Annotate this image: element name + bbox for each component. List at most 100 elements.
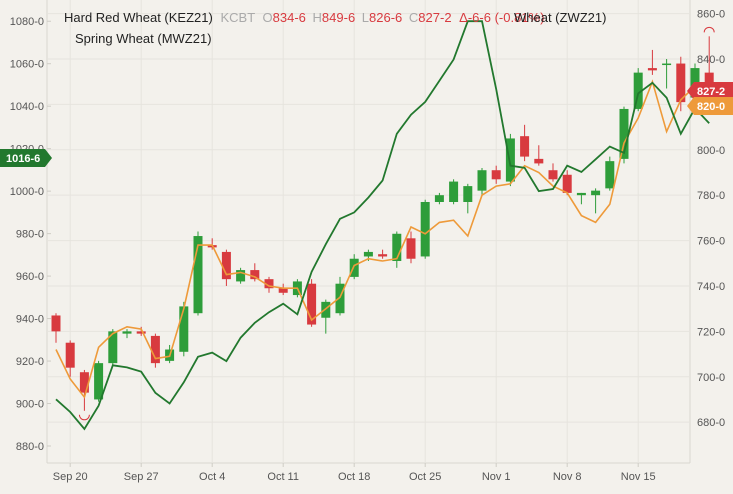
candle-body [250,270,260,280]
kez21-candle [392,231,402,268]
kez21-candle [662,59,672,89]
candle-body [335,283,345,314]
left-tick-label: 1060-0 [10,59,44,71]
legend-h-value: 849-6 [322,10,355,25]
candle-body [647,68,657,71]
kez21-candle [449,179,459,205]
left-axis: 880-0900-0920-0940-0960-0980-01000-01020… [10,16,51,453]
zwz21-line [55,79,710,399]
kez21-candle [207,238,217,250]
kez21-candle [278,283,288,296]
right-tick-label: 860-0 [697,9,725,21]
candle-body [420,201,430,257]
x-tick-label: Sep 20 [53,471,88,483]
candle-body [349,258,359,277]
candle-body [562,174,572,193]
kez21-candle [704,36,714,89]
x-axis: Sep 20 Sep 27 Oct 4 Oct 11 Oct 18 Oct 25 Nov 1… [53,463,656,483]
legend-series3-name: Spring Wheat (MWZ21) [75,31,212,46]
candle-body [619,108,629,159]
candle-body [51,315,61,332]
candle-body [662,63,672,66]
kez21-candle [548,163,558,182]
candle-body [434,195,444,202]
candle-body [463,186,473,202]
candle-body [307,283,317,325]
kez21-candle [647,49,657,75]
kez21-candle [676,56,686,112]
legend-h-label: H [313,10,322,25]
mwz21-line [55,20,710,431]
legend-l-label: L [362,10,369,25]
right-tick-label: 760-0 [697,236,725,248]
kez21-candle [65,340,75,377]
kez21-candle [264,276,274,293]
left-tick-label: 920-0 [16,356,44,368]
candle-body [221,251,231,280]
candle-body [122,331,132,334]
candle-body [505,138,515,182]
left-tick-label: 1000-0 [10,186,44,198]
badge-right-red-label: 827-2 [697,86,725,98]
legend-o-label: O [263,10,273,25]
kez21-candle [619,106,629,164]
kez21-candle [562,170,572,196]
x-tick-label: Oct 25 [409,471,441,483]
legend-change: Δ-6-6 (-0.81%) [459,10,544,25]
candle-body [108,331,118,364]
candle-body [392,233,402,262]
kez21-candle [491,165,501,184]
badge-right-orange-label: 820-0 [697,101,725,113]
kez21-candle [534,145,544,166]
high-marker [703,26,715,33]
candle-body [605,161,615,189]
left-tick-label: 900-0 [16,399,44,411]
low-marker [78,414,90,421]
kez21-candle [477,167,487,196]
left-tick-label: 960-0 [16,271,44,283]
legend-c-label: C [409,10,418,25]
candle-body [321,301,331,318]
candle-body [591,190,601,196]
legend-l-value: 826-6 [369,10,402,25]
legend-c-value: 827-2 [418,10,451,25]
kez21-candle [505,133,515,187]
x-tick-label: Oct 18 [338,471,370,483]
extrema-markers [78,26,715,421]
badge-left: 1016-6 [0,149,52,167]
x-tick-label: Oct 4 [199,471,225,483]
candle-body [449,181,459,202]
kez21-candle [520,124,530,162]
kez21-candle [250,263,260,282]
candle-body [264,279,274,289]
candle-body [520,136,530,157]
candle-body [491,170,501,180]
candle-body [363,251,373,257]
grid [46,0,691,464]
badge-right-orange: 820-0 [687,97,733,115]
kez21-candle [150,333,160,368]
x-tick-label: Nov 15 [621,471,656,483]
kez21-candle [51,313,61,343]
candle-body [378,254,388,257]
x-tick-label: Oct 11 [267,471,299,483]
candle-body [534,158,544,164]
kez21-candle [236,267,246,284]
kez21-candle [420,199,430,259]
kez21-candle [79,369,89,411]
badge-left-label: 1016-6 [6,153,40,165]
kez21-candle [576,192,586,205]
candle-body [65,342,75,368]
candle-body [633,72,643,109]
x-tick-label: Sep 27 [124,471,159,483]
right-tick-label: 680-0 [697,417,725,429]
right-tick-label: 740-0 [697,281,725,293]
candle-body [548,170,558,180]
left-tick-label: 880-0 [16,441,44,453]
kez21-candle [221,249,231,286]
kez21-candle [591,188,601,214]
right-tick-label: 840-0 [697,54,725,66]
kez21-candle [463,183,473,214]
candle-body [704,72,714,89]
